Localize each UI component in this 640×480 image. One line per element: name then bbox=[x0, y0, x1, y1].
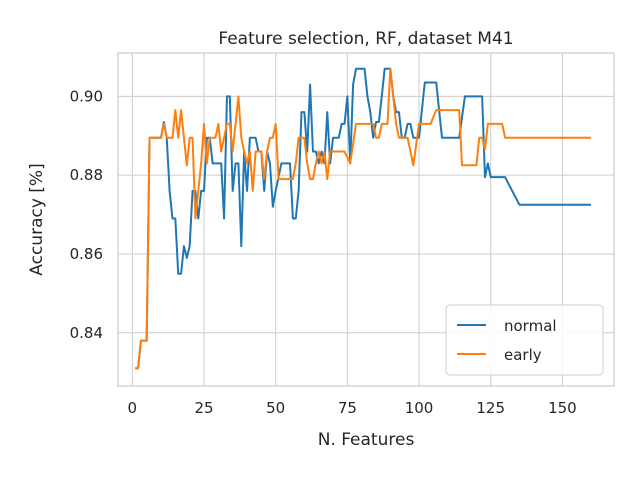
x-tick-label: 150 bbox=[548, 399, 577, 417]
series-line-early bbox=[135, 67, 592, 370]
plot-frame bbox=[117, 52, 615, 387]
legend-label-normal: normal bbox=[504, 317, 557, 335]
x-tick-label: 125 bbox=[476, 399, 505, 417]
x-tick-label: 25 bbox=[194, 399, 213, 417]
legend: normal early bbox=[445, 304, 604, 376]
y-axis-label: Accuracy [%] bbox=[27, 163, 47, 275]
x-tick-label: 100 bbox=[405, 399, 434, 417]
x-tick-label: 75 bbox=[338, 399, 357, 417]
x-tick-label: 0 bbox=[128, 399, 138, 417]
series-lines bbox=[135, 67, 592, 370]
legend-box bbox=[445, 304, 604, 376]
y-tick-label: 0.90 bbox=[70, 87, 103, 105]
y-tick-label: 0.86 bbox=[70, 245, 103, 263]
x-tick-labels: 0 25 50 75 100 125 150 bbox=[128, 399, 577, 417]
series-line-normal bbox=[135, 67, 592, 370]
x-axis-label: N. Features bbox=[318, 430, 415, 450]
y-tick-label: 0.84 bbox=[70, 324, 103, 342]
chart-title: Feature selection, RF, dataset M41 bbox=[218, 29, 513, 49]
x-tick-label: 50 bbox=[266, 399, 285, 417]
y-tick-labels: 0.84 0.86 0.88 0.90 bbox=[70, 87, 103, 341]
grid-lines bbox=[118, 53, 614, 386]
legend-label-early: early bbox=[504, 346, 542, 364]
y-tick-label: 0.88 bbox=[70, 166, 103, 184]
